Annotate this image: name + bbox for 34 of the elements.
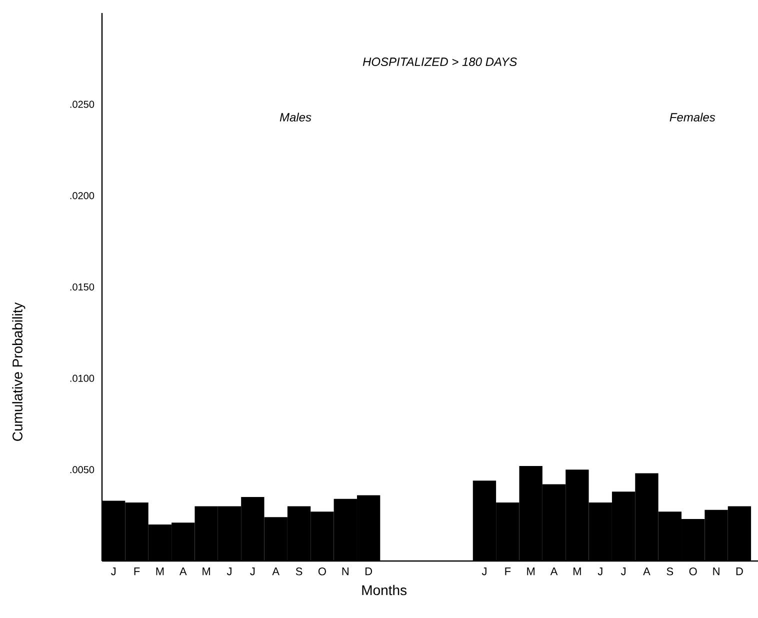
annotation: Females: [670, 112, 716, 122]
x-tick-label: A: [272, 568, 280, 576]
x-tick-label: M: [156, 568, 164, 576]
y-tick-label: .0200: [70, 192, 94, 200]
x-tick-label: J: [482, 568, 486, 576]
x-tick-label: D: [366, 568, 372, 576]
x-tick-label: A: [179, 568, 187, 576]
x-tick-label: M: [574, 568, 581, 576]
x-tick-label: M: [202, 568, 210, 576]
text: HOSPITALIZED > 180 DAYS: [362, 58, 518, 66]
x-tick-label: S: [296, 568, 302, 576]
y-tick-label: .0250: [70, 100, 94, 108]
x-tick-label: M: [527, 568, 535, 576]
x-tick-label: J: [598, 568, 602, 576]
y-tick-label: .0050: [70, 466, 94, 474]
x-tick-label: O: [689, 568, 697, 576]
y-tick-label: .0100: [70, 374, 94, 382]
x-tick-label: N: [713, 568, 720, 576]
x-tick-label: D: [736, 568, 743, 576]
x-tick-label: A: [550, 568, 558, 576]
x-tick-label: O: [318, 568, 326, 576]
x-tick-label: N: [342, 568, 348, 576]
y-axis-title: Cumulative Probability: [12, 302, 26, 441]
x-tick-label: F: [134, 568, 140, 576]
x-tick-label: J: [620, 568, 626, 576]
x-tick-label: J: [111, 568, 116, 576]
y-tick-label: .0150: [70, 283, 94, 291]
x-tick-label: S: [666, 568, 674, 576]
x-axis-title: Months: [362, 584, 407, 596]
x-tick-label: A: [643, 568, 650, 576]
x-tick-label: J: [226, 568, 232, 576]
x-tick-label: F: [505, 568, 511, 576]
annotation: Males: [280, 112, 312, 122]
x-tick-label: J: [250, 568, 255, 576]
